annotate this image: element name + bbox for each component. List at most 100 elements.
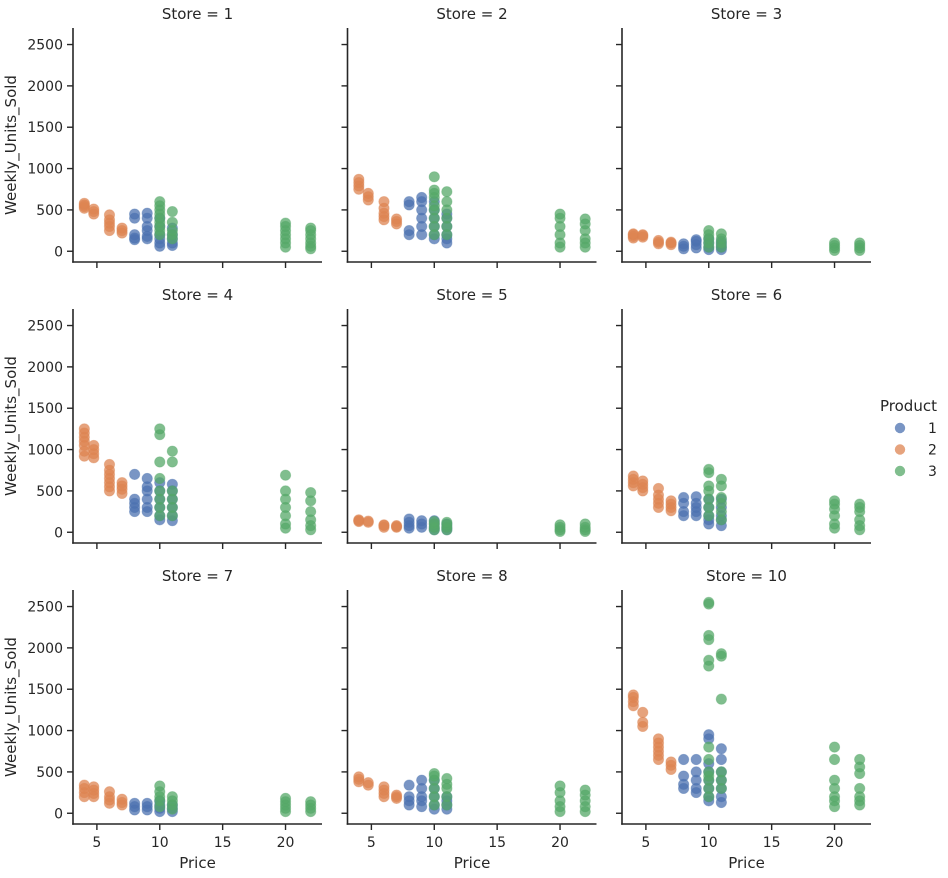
data-point (854, 237, 866, 249)
points (353, 767, 591, 818)
data-point (665, 495, 677, 507)
data-point (403, 513, 415, 525)
data-point (703, 596, 715, 609)
data-point (362, 515, 374, 527)
panel-title: Store = 6 (711, 286, 782, 304)
data-point (678, 770, 690, 782)
data-point (441, 516, 453, 528)
data-point (88, 439, 100, 452)
data-point (116, 477, 128, 489)
data-point (353, 771, 365, 783)
data-point (854, 782, 866, 795)
data-point (279, 217, 292, 229)
points (353, 513, 591, 538)
y-axis-label: Weekly_Units_Sold (2, 356, 21, 496)
data-point (665, 236, 677, 248)
data-point (416, 515, 428, 527)
data-point (154, 423, 166, 435)
x-tick-label: 20 (551, 835, 569, 851)
data-point (703, 224, 715, 237)
data-point (129, 797, 141, 809)
data-point (428, 184, 440, 196)
y-tick-label: 1500 (27, 682, 63, 698)
data-point (627, 470, 639, 482)
points (627, 224, 866, 257)
data-point (652, 482, 665, 495)
panel-title: Store = 4 (162, 286, 233, 304)
data-point (166, 791, 178, 803)
data-point (166, 205, 178, 218)
y-tick-label: 2000 (27, 79, 63, 95)
data-point (78, 779, 90, 791)
data-point (627, 689, 639, 701)
data-point (305, 222, 317, 234)
x-tick-label: 20 (277, 835, 295, 851)
y-tick-label: 1000 (27, 443, 63, 459)
x-axis-label: Price (179, 854, 216, 872)
data-point (579, 784, 591, 796)
data-point (579, 213, 591, 225)
points (353, 171, 591, 253)
data-point (116, 222, 128, 234)
data-point (305, 796, 317, 808)
data-point (678, 238, 690, 250)
data-point (390, 520, 403, 532)
data-point (154, 780, 166, 792)
data-point (416, 191, 428, 204)
x-tick-label: 5 (92, 835, 101, 851)
data-point (715, 766, 727, 778)
panel-title: Store = 2 (436, 5, 507, 23)
data-point (690, 234, 702, 246)
data-point (129, 229, 141, 241)
data-point (579, 518, 591, 530)
data-point (78, 197, 90, 209)
data-point (652, 733, 665, 745)
legend-marker (894, 465, 906, 477)
data-point (554, 780, 566, 792)
data-point (103, 458, 116, 471)
data-point (154, 196, 166, 208)
legend-title: Product (880, 397, 937, 415)
x-tick-label: 15 (214, 835, 232, 851)
y-axis-label: Weekly_Units_Sold (2, 637, 21, 777)
data-point (166, 456, 178, 468)
data-point (378, 196, 390, 208)
y-tick-label: 1500 (27, 120, 63, 136)
data-point (154, 472, 166, 485)
data-point (703, 741, 715, 753)
x-tick-label: 10 (151, 835, 169, 851)
data-point (378, 519, 390, 531)
data-point (403, 196, 415, 208)
data-point (703, 766, 715, 778)
data-point (703, 629, 715, 642)
data-point (828, 753, 841, 766)
legend-marker (894, 422, 906, 434)
data-point (554, 208, 566, 220)
data-point (428, 171, 440, 183)
data-point (166, 485, 178, 497)
y-tick-label: 500 (36, 203, 63, 219)
data-point (441, 196, 453, 208)
points (627, 463, 866, 536)
data-point (129, 208, 141, 220)
legend-label: 2 (928, 443, 937, 459)
data-point (154, 485, 166, 497)
data-point (353, 173, 365, 185)
legend-marker (894, 444, 906, 455)
data-point (141, 207, 153, 219)
y-tick-label: 2500 (27, 319, 63, 335)
points (78, 423, 317, 536)
data-point (652, 234, 665, 247)
y-tick-label: 1000 (27, 724, 63, 740)
data-point (441, 186, 453, 198)
x-tick-label: 20 (826, 835, 844, 851)
data-point (378, 781, 390, 793)
data-point (78, 423, 90, 435)
data-point (362, 777, 374, 789)
data-point (715, 743, 727, 755)
x-tick-label: 5 (367, 835, 376, 851)
data-point (690, 766, 702, 778)
data-point (116, 793, 128, 805)
data-point (103, 786, 116, 798)
